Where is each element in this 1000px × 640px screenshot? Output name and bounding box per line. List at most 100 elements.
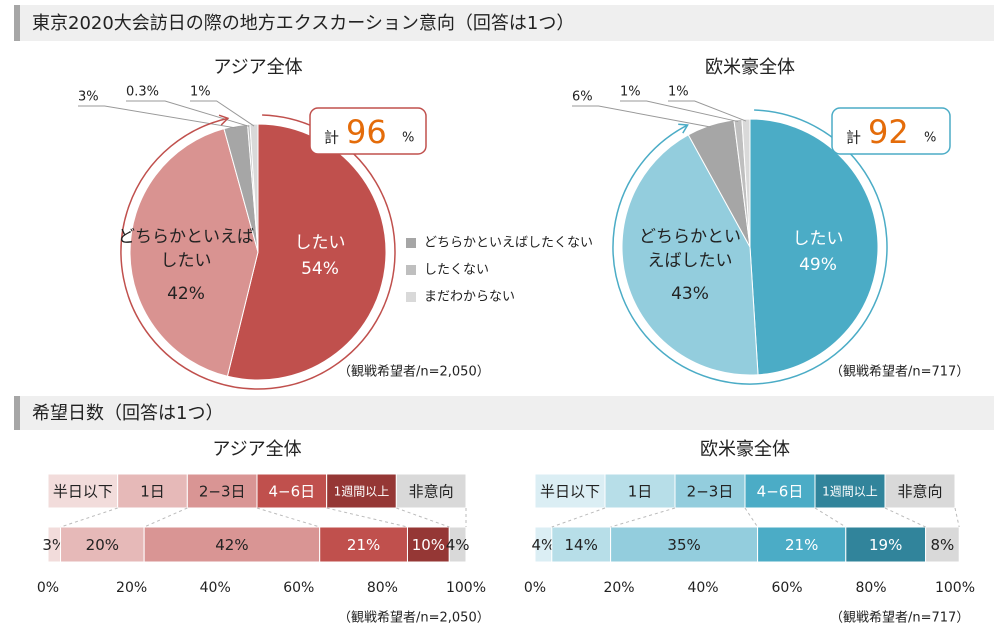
leader-line — [190, 100, 255, 127]
slice-value: 42% — [167, 284, 205, 304]
section-band — [14, 5, 994, 41]
x-tick-label: 100% — [935, 580, 975, 596]
category-label: 2−3日 — [687, 483, 734, 501]
bar-segment — [319, 526, 408, 563]
legend-label: まだわからない — [424, 290, 515, 305]
x-tick-label: 0% — [524, 580, 546, 596]
bar-segment — [448, 526, 467, 563]
bar-segment — [60, 526, 145, 563]
slice-value: 1% — [668, 85, 689, 100]
connector — [814, 507, 847, 528]
bar-segment — [925, 526, 960, 563]
slice-value: 1% — [190, 85, 211, 100]
bar-value-label: 19% — [869, 536, 902, 554]
legend-label: どちらかといえばしたくない — [424, 236, 593, 251]
bar-value-label: 8% — [931, 536, 955, 554]
bar-segment — [610, 526, 759, 563]
slice-value: 43% — [671, 284, 709, 304]
legend-swatch — [406, 238, 416, 248]
legend-swatch — [406, 292, 416, 302]
bar-value-label: 21% — [347, 536, 380, 554]
chart-title: 欧米豪全体 — [705, 57, 795, 78]
category-box — [604, 473, 676, 509]
callout-box — [309, 107, 427, 155]
category-label: 半日以下 — [53, 483, 113, 501]
category-box — [186, 473, 258, 509]
category-label: 1週間以上 — [334, 485, 390, 499]
category-box — [884, 473, 956, 509]
x-tick-label: 40% — [200, 580, 231, 596]
category-box — [395, 473, 467, 509]
section-marker — [14, 396, 20, 430]
connector — [884, 507, 926, 528]
pie-slice — [129, 128, 259, 377]
connector — [326, 507, 408, 528]
callout-value: 92 — [868, 113, 909, 151]
slice-label: したい — [294, 233, 346, 253]
note: （観戦希望者/n=717） — [830, 364, 969, 380]
slice-value: 6% — [572, 90, 593, 105]
slice-value: 54% — [301, 259, 339, 279]
x-tick-label: 60% — [771, 580, 802, 596]
x-tick-label: 40% — [687, 580, 718, 596]
x-tick-label: 80% — [367, 580, 398, 596]
slice-value: 3% — [78, 90, 99, 105]
category-label: 1日 — [628, 483, 653, 501]
x-tick-label: 80% — [855, 580, 886, 596]
arrow-head — [218, 114, 230, 126]
bar-value-label: 21% — [785, 536, 818, 554]
bar-value-label: 20% — [86, 536, 119, 554]
arrow-head — [678, 123, 689, 134]
callout-box — [831, 107, 951, 155]
connector — [744, 507, 759, 528]
category-label: 半日以下 — [540, 483, 600, 501]
note: （観戦希望者/n=717） — [830, 610, 969, 626]
bar-value-label: 4% — [446, 536, 470, 554]
category-label: 1週間以上 — [822, 485, 878, 499]
bar-segment — [143, 526, 321, 563]
leader-line — [668, 100, 747, 122]
slice-value: 0.3% — [126, 85, 159, 100]
category-label: 非意向 — [897, 483, 942, 501]
connector — [256, 507, 320, 528]
connector — [610, 507, 676, 528]
leader-line — [126, 100, 250, 127]
chart-title: アジア全体 — [213, 57, 302, 78]
connector — [60, 507, 118, 528]
section-band — [14, 396, 994, 430]
category-box — [534, 473, 606, 509]
slice-label: どちらかといえばしたい — [639, 227, 741, 271]
section-title: 希望日数（回答は1つ） — [32, 403, 223, 424]
callout-value: 96 — [346, 113, 387, 151]
slice-value: 1% — [620, 85, 641, 100]
connector — [551, 507, 606, 528]
callout-unit: % — [402, 131, 414, 146]
note: （観戦希望者/n=2,050） — [338, 364, 490, 380]
pie-slice — [249, 123, 259, 253]
category-box — [814, 473, 886, 509]
legend-swatch — [406, 265, 416, 275]
connector — [396, 507, 450, 528]
bar-segment — [845, 526, 927, 563]
callout-label: 計 — [324, 129, 339, 147]
bar-segment — [406, 526, 450, 563]
chart-title: アジア全体 — [212, 439, 301, 460]
category-label: 非意向 — [409, 483, 454, 501]
category-label: 4−6日 — [757, 483, 804, 501]
category-box — [326, 473, 397, 509]
slice-label: どちらかといえばしたい — [118, 227, 254, 271]
section-marker — [14, 5, 20, 41]
connector — [143, 507, 188, 528]
section-title: 東京2020大会訪日の際の地方エクスカーション意向（回答は1つ） — [32, 13, 574, 34]
callout-unit: % — [924, 131, 936, 146]
x-tick-label: 20% — [603, 580, 634, 596]
chart-title: 欧米豪全体 — [700, 439, 790, 460]
category-box — [117, 473, 188, 509]
pie-slice — [749, 118, 879, 376]
note: （観戦希望者/n=2,050） — [338, 610, 490, 626]
category-label: 4−6日 — [269, 483, 316, 501]
bar-value-label: 4% — [532, 536, 556, 554]
category-box — [47, 473, 119, 509]
